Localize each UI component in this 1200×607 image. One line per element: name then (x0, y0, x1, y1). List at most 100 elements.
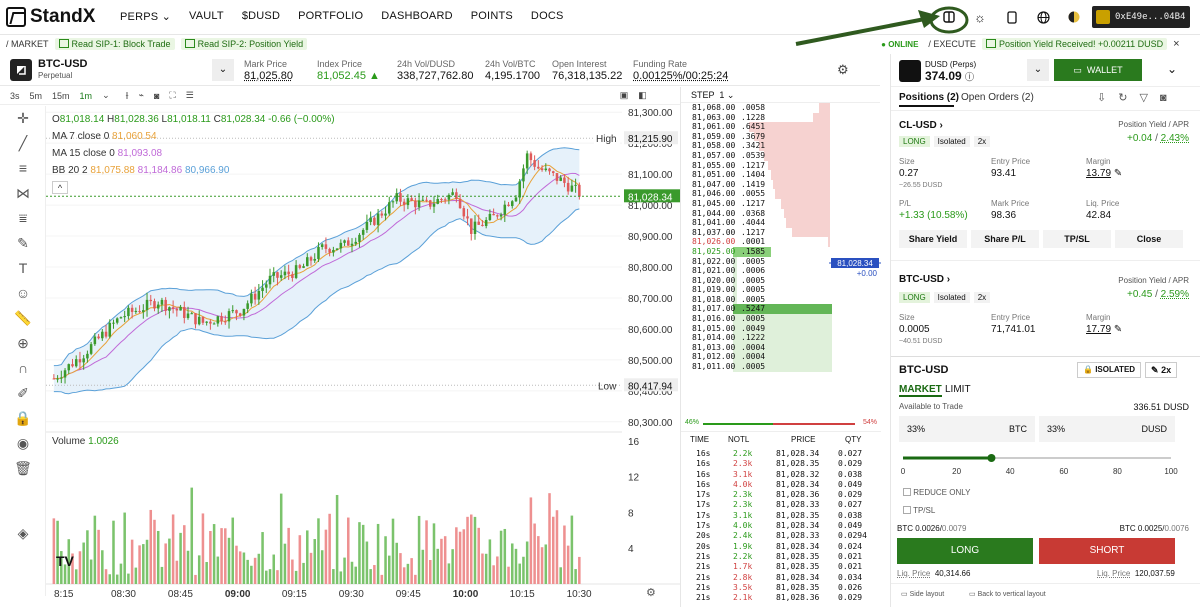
share-yield-button[interactable]: Share Yield (899, 230, 967, 248)
bid-row[interactable]: 81,019.00 .0005 (681, 285, 880, 295)
ask-row[interactable]: 81,059.00 .3679 (681, 132, 880, 142)
position-symbol[interactable]: CL-USD › (899, 120, 943, 131)
refresh-icon[interactable]: ↻ (1118, 92, 1139, 104)
collapse-panel-icon[interactable]: ⌄ (1167, 62, 1177, 76)
emoji-icon[interactable]: ☺ (0, 281, 46, 306)
eye-icon[interactable]: ◉ (0, 431, 46, 456)
size-input-dusd[interactable]: 33% DUSD (1039, 416, 1175, 442)
legend-collapse-button[interactable]: ^ (52, 181, 68, 194)
bid-row[interactable]: 81,013.00 .0004 (681, 343, 880, 353)
globe-icon[interactable] (1031, 5, 1055, 29)
ask-row[interactable]: 81,041.00 .4044 (681, 218, 880, 228)
layout-toggle-icon[interactable] (937, 5, 961, 29)
nav-item-points[interactable]: POINTS (471, 10, 513, 23)
symbol-dropdown-button[interactable]: ⌄ (212, 59, 234, 81)
ask-row[interactable]: 81,057.00 .0539 (681, 151, 880, 161)
size-input-btc[interactable]: 33% BTC (899, 416, 1035, 442)
settings-icon[interactable]: ☰ (186, 90, 194, 101)
pattern-icon[interactable]: ⋈ (0, 181, 46, 206)
sip2-link[interactable]: Read SIP-2: Position Yield (181, 38, 308, 50)
lock-drawing-icon[interactable]: ✐ (0, 381, 46, 406)
ask-row[interactable]: 81,058.00 .3421 (681, 141, 880, 151)
zoom-in-icon[interactable]: ⊕ (0, 331, 46, 356)
camera-icon[interactable]: ◙ (154, 91, 159, 101)
long-button[interactable]: LONG (897, 538, 1033, 564)
fullscreen-icon[interactable]: ⛶ (169, 90, 175, 101)
sip1-link[interactable]: Read SIP-1: Block Trade (55, 38, 175, 50)
theme-moon-icon[interactable] (1062, 5, 1086, 29)
ask-row[interactable]: 81,037.00 .1217 (681, 228, 880, 238)
tpsl-checkbox[interactable]: TP/SL (903, 506, 935, 515)
size-slider[interactable]: 0 20 40 60 80 100 (899, 450, 1179, 478)
settings-gear-icon[interactable]: ⚙ (837, 62, 849, 78)
horizontal-lines-icon[interactable]: ≡ (0, 156, 46, 181)
edit-margin-icon[interactable]: ✎ (1114, 168, 1122, 179)
magnet-icon[interactable]: ∩ (0, 356, 46, 381)
bid-row[interactable]: 81,012.00 .0004 (681, 352, 880, 362)
ask-row[interactable]: 81,061.00 .6451 (681, 122, 880, 132)
brand-logo[interactable]: StandX (6, 6, 95, 28)
tpsl-button[interactable]: TP/SL (1043, 230, 1111, 248)
ask-row[interactable]: 81,046.00 .0055 (681, 189, 880, 199)
wallet-button[interactable]: ▭ WALLET (1054, 59, 1142, 81)
ask-row[interactable]: 81,055.00 .1217 (681, 161, 880, 171)
text-tool-icon[interactable]: T (0, 256, 46, 281)
ask-row[interactable]: 81,044.00 .0368 (681, 209, 880, 219)
edit-margin-icon[interactable]: ✎ (1114, 324, 1122, 335)
bid-row[interactable]: 81,011.00 .0005 (681, 362, 880, 372)
interval-3s[interactable]: 3s (10, 91, 20, 101)
ask-row[interactable]: 81,051.00 .1404 (681, 170, 880, 180)
interval-dropdown-icon[interactable]: ⌄ (102, 90, 110, 101)
camera-icon[interactable]: ◙ (1160, 92, 1179, 104)
nav-item-dusd[interactable]: $DUSD (242, 10, 280, 23)
interval-5m[interactable]: 5m (30, 91, 43, 101)
toggle-panel-icon[interactable]: ◧ (638, 90, 647, 101)
bid-row[interactable]: 81,016.00 .0005 (681, 314, 880, 324)
bid-row[interactable]: 81,018.00 .0005 (681, 295, 880, 305)
tab-positions[interactable]: Positions (2) (899, 92, 959, 103)
bid-row[interactable]: 81,017.00 .5247 (681, 304, 880, 314)
bid-row[interactable]: 81,015.00.0049 (681, 324, 880, 334)
nav-item-dashboard[interactable]: DASHBOARD (381, 10, 452, 23)
ask-row[interactable]: 81,026.00 .0001 (681, 237, 880, 247)
side-layout-link[interactable]: ▭ Side layout (901, 590, 944, 598)
leverage-button[interactable]: ✎ 2x (1145, 362, 1177, 378)
brush-icon[interactable]: ✎ (0, 231, 46, 256)
close-position-button[interactable]: Close (1115, 230, 1183, 248)
screenshot-icon[interactable]: ▣ (620, 90, 629, 101)
fib-icon[interactable]: ⩸ (0, 206, 46, 231)
symbol-block[interactable]: BTC-USD Perpetual (38, 58, 198, 82)
candle-type-icon[interactable]: ⫲ (126, 90, 129, 101)
ask-row[interactable]: 81,068.00.0058 (681, 103, 880, 113)
isolated-button[interactable]: 🔒 ISOLATED (1077, 362, 1141, 378)
tab-limit[interactable]: LIMIT (945, 384, 971, 395)
crosshair-icon[interactable]: ✛ (0, 106, 46, 131)
short-button[interactable]: SHORT (1039, 538, 1175, 564)
ask-row[interactable]: 81,047.00.1419 (681, 180, 880, 190)
ruler-icon[interactable]: 📏 (0, 306, 46, 331)
position-symbol[interactable]: BTC-USD › (899, 274, 950, 285)
chart-settings-icon[interactable]: ⚙ (646, 586, 656, 599)
pin-icon[interactable]: ⇩ (1097, 92, 1118, 104)
vertical-layout-link[interactable]: ▭ Back to vertical layout (969, 590, 1046, 598)
close-toast-icon[interactable]: × (1173, 38, 1179, 50)
bid-row[interactable]: 81,014.00 .1222 (681, 333, 880, 343)
bid-row[interactable]: 81,025.00 .1585 (681, 247, 880, 257)
layers-icon[interactable]: ◈ (0, 521, 46, 546)
ask-row[interactable]: 81,045.00 .1217 (681, 199, 880, 209)
nav-item-portfolio[interactable]: PORTFOLIO (298, 10, 363, 23)
tab-market[interactable]: MARKET (899, 384, 942, 397)
lock-icon[interactable]: 🔒 (0, 406, 46, 431)
account-dropdown-button[interactable]: ⌄ (1027, 59, 1049, 81)
reduce-only-checkbox[interactable]: REDUCE ONLY (903, 488, 970, 497)
trash-icon[interactable]: 🗑 (0, 456, 46, 481)
slider-handle[interactable] (987, 454, 995, 462)
nav-item-docs[interactable]: DOCS (531, 10, 564, 23)
mobile-icon[interactable] (1000, 5, 1024, 29)
share-pl-button[interactable]: Share P/L (971, 230, 1039, 248)
interval-1m[interactable]: 1m (80, 91, 93, 101)
step-control[interactable]: STEP 1 ⌄ (681, 87, 880, 103)
trendline-icon[interactable]: ╱ (0, 131, 46, 156)
nav-item-vault[interactable]: VAULT (189, 10, 224, 23)
tab-open-orders[interactable]: Open Orders (2) (961, 92, 1034, 103)
